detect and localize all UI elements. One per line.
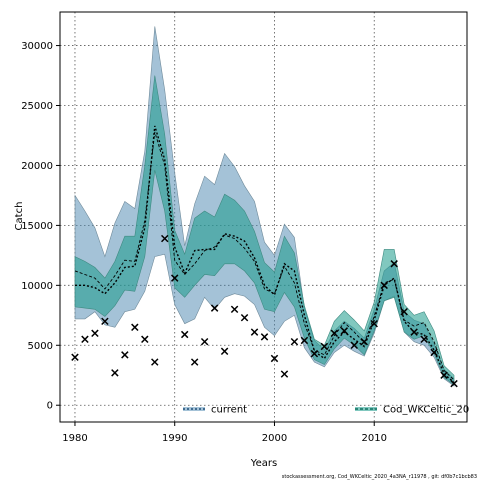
observed-point-1987 xyxy=(141,335,149,344)
observed-point-1997 xyxy=(240,313,249,322)
observed-point-1982 xyxy=(91,329,99,338)
y-axis: 0 5000 10000 15000 20000 25000 30000 xyxy=(21,41,60,412)
observed-point-2010 xyxy=(370,319,378,328)
observed-point-1994 xyxy=(210,304,219,312)
observed-point-1990 xyxy=(170,274,179,282)
y-tick-label-20000: 20000 xyxy=(21,161,53,172)
observed-point-2008 xyxy=(350,341,359,350)
observed-points xyxy=(71,234,458,388)
x-tick-label-2010: 2010 xyxy=(362,433,387,444)
observed-point-2002 xyxy=(290,337,299,346)
observed-point-1983 xyxy=(101,317,109,326)
observed-point-1998 xyxy=(250,328,259,336)
observed-point-1993 xyxy=(200,337,209,346)
observed-point-2001 xyxy=(280,370,289,378)
confidence-bands xyxy=(74,26,455,387)
observed-point-1981 xyxy=(81,335,89,344)
estimate-lines xyxy=(74,125,455,383)
observed-point-2016 xyxy=(430,348,438,357)
observed-point-2014 xyxy=(410,328,418,336)
x-axis-title: Years xyxy=(250,458,277,469)
observed-point-2017 xyxy=(440,371,448,379)
legend-label-cod-wkceltic: Cod_WKCeltic_20 xyxy=(383,405,469,416)
observed-point-1992 xyxy=(190,358,199,366)
plot-frame xyxy=(59,11,468,423)
observed-point-1989 xyxy=(161,234,169,243)
x-tick-label-2000: 2000 xyxy=(262,433,287,444)
observed-point-2012 xyxy=(390,260,398,268)
y-axis-title: Catch xyxy=(14,202,25,231)
y-tick-label-15000: 15000 xyxy=(21,221,53,232)
legend-swatch-current xyxy=(183,407,205,411)
y-tick-label-5000: 5000 xyxy=(28,341,53,352)
line-current xyxy=(75,125,455,383)
x-tick-label-1980: 1980 xyxy=(62,433,87,444)
observed-point-1980 xyxy=(71,353,79,361)
observed-point-2018 xyxy=(450,379,458,388)
observed-point-2005 xyxy=(320,342,329,351)
observed-point-1991 xyxy=(180,330,189,339)
x-tick-label-1990: 1990 xyxy=(162,433,187,444)
observed-point-2004 xyxy=(310,349,319,358)
legend-label-current: current xyxy=(211,405,247,416)
y-tick-label-10000: 10000 xyxy=(21,281,53,292)
observed-point-1984 xyxy=(111,369,119,377)
observed-point-2000 xyxy=(270,354,279,363)
legend: current Cod_WKCeltic_20 xyxy=(183,405,469,416)
observed-point-2013 xyxy=(400,307,408,316)
line-cod-wkceltic xyxy=(74,131,455,381)
observed-point-2011 xyxy=(380,281,388,290)
observed-point-1999 xyxy=(260,333,269,341)
observed-point-2007 xyxy=(340,327,349,335)
observed-point-1996 xyxy=(230,305,239,314)
observed-point-1985 xyxy=(121,351,129,359)
y-tick-label-30000: 30000 xyxy=(21,41,53,52)
y-tick-label-0: 0 xyxy=(47,401,53,412)
observed-point-2009 xyxy=(360,337,368,346)
observed-point-1995 xyxy=(220,347,229,355)
observed-point-1986 xyxy=(131,323,139,332)
footer-credit: stockassessment.org, Cod_WKCeltic_2020_4… xyxy=(282,474,477,480)
observed-point-2006 xyxy=(330,329,339,338)
y-tick-label-25000: 25000 xyxy=(21,101,53,112)
observed-point-1988 xyxy=(151,358,159,366)
x-axis: 1980 1990 2000 2010 xyxy=(62,422,387,444)
band-cod-wkceltic xyxy=(74,75,455,386)
observed-point-2003 xyxy=(300,336,309,345)
observed-point-2015 xyxy=(420,335,428,344)
